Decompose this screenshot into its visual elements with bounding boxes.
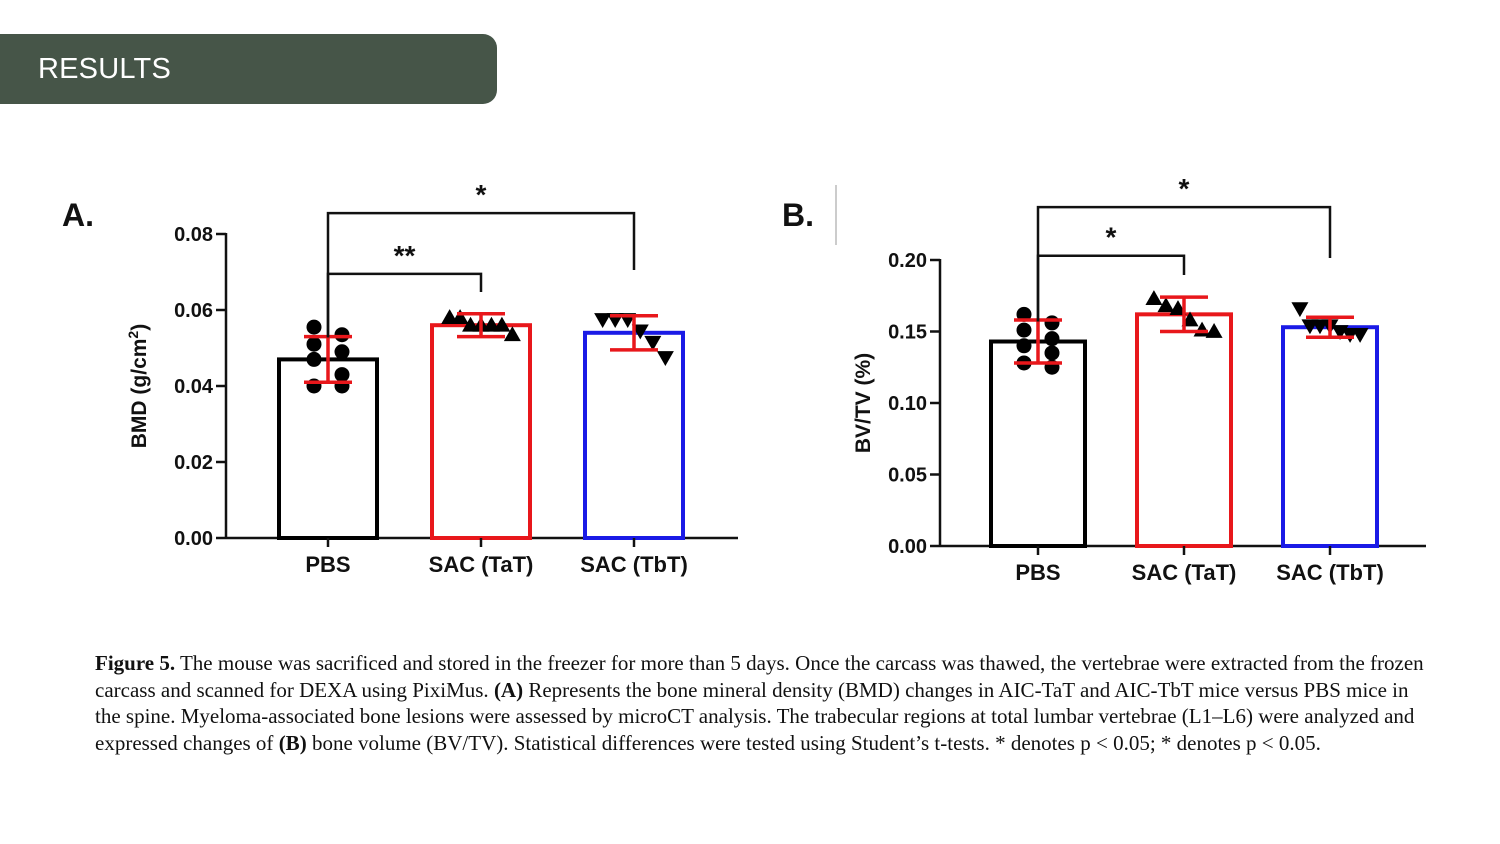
- results-header: RESULTS: [0, 34, 497, 104]
- chart-b-y-tick-label: 0.20: [888, 250, 927, 272]
- chart-b-data-point: [1169, 300, 1187, 315]
- chart-b-y-axis-label: BV/TV (%): [852, 353, 875, 453]
- chart-b-data-point: [1291, 302, 1309, 318]
- chart-b-data-point: [1157, 297, 1175, 313]
- chart-a-significance-label: *: [476, 179, 487, 210]
- chart-b-y-tick-label: 0.15: [888, 322, 927, 344]
- chart-a-data-point: [594, 313, 612, 328]
- chart-a-data-point: [644, 335, 662, 351]
- chart-a-data-point: [451, 309, 469, 324]
- chart-b-data-point: [1016, 338, 1032, 354]
- caption-text-3: bone volume (BV/TV). Statistical differe…: [306, 730, 1321, 755]
- chart-b-data-point: [1205, 323, 1223, 338]
- chart-b-category-label-1: SAC (TaT): [1132, 560, 1237, 585]
- chart-b-data-point: [1044, 331, 1060, 347]
- chart-a-y-tick-label: 0.00: [174, 528, 213, 550]
- chart-b-data-point: [1016, 322, 1032, 338]
- chart-b-bar-1: [1135, 312, 1233, 548]
- chart-a-significance-bracket: [326, 211, 636, 338]
- chart-a-significance-label: **: [394, 240, 416, 271]
- chart-a-data-point: [493, 316, 511, 332]
- caption-lead: Figure 5.: [95, 651, 176, 675]
- caption-tag-b: (B): [278, 730, 307, 755]
- chart-b-y-tick-label: 0.00: [888, 536, 927, 558]
- bvtv-chart: B. BV/TV (%) 0.00 0.05 0.10 0.15 0.20 PBS SAC (T…: [782, 173, 1426, 585]
- chart-a-significance-bracket: [326, 272, 483, 338]
- chart-a-y-tick-label: 0.08: [174, 224, 213, 246]
- bmd-chart: A. BMD (g/cm2) 0.00 0.02 0.04 0.06 0.08 PBS SAC …: [62, 179, 738, 577]
- chart-a-data-point: [656, 351, 674, 366]
- chart-b-data-point: [1016, 306, 1032, 322]
- chart-b-category-label-0: PBS: [1015, 560, 1060, 585]
- chart-b-significance-label: *: [1106, 222, 1117, 253]
- results-header-title: RESULTS: [38, 52, 172, 85]
- chart-a-data-point: [306, 336, 322, 352]
- chart-a-y-tick-label: 0.04: [174, 376, 214, 398]
- chart-b-data-point: [1351, 327, 1369, 343]
- chart-a-y-axis-label: BMD (g/cm2): [125, 324, 151, 448]
- chart-a-y-tick-label: 0.02: [174, 452, 213, 474]
- chart-b-significance-bracket: [1036, 205, 1332, 322]
- chart-b-bar-2: [1281, 325, 1379, 548]
- chart-a-data-point: [503, 326, 521, 342]
- chart-a-data-point: [334, 367, 350, 383]
- chart-a-bar-0: [277, 357, 379, 540]
- chart-a-data-point: [334, 344, 350, 360]
- figure-caption: Figure 5. The mouse was sacrificed and s…: [95, 650, 1435, 756]
- chart-b-significance-label: *: [1179, 173, 1190, 204]
- chart-b-y-tick-label: 0.05: [888, 465, 927, 487]
- caption-text-2: Represents the bone mineral density (BMD…: [95, 677, 1415, 755]
- caption-text-1: The mouse was sacrificed and stored in t…: [95, 651, 1424, 702]
- chart-a-category-label-1: SAC (TaT): [429, 552, 534, 577]
- chart-b-y-tick-label: 0.10: [888, 393, 927, 415]
- chart-a-data-point: [631, 324, 649, 340]
- chart-b-data-point: [1145, 290, 1163, 305]
- chart-b-data-point: [1044, 345, 1060, 361]
- chart-b-category-label-2: SAC (TbT): [1276, 560, 1384, 585]
- chart-b-data-point: [1181, 311, 1199, 327]
- chart-a-y-tick-label: 0.06: [174, 300, 213, 322]
- chart-a-bar-1: [430, 323, 532, 541]
- chart-a-panel-label: A.: [62, 197, 94, 233]
- chart-a-data-point: [334, 327, 350, 343]
- chart-b-bar-0: [989, 339, 1087, 549]
- chart-a-category-label-0: PBS: [305, 552, 350, 577]
- chart-a-bar-2: [583, 330, 685, 540]
- caption-tag-a: (A): [493, 677, 524, 702]
- chart-a-category-label-2: SAC (TbT): [580, 552, 688, 577]
- chart-a-data-point: [306, 351, 322, 367]
- chart-b-panel-label: B.: [782, 197, 814, 233]
- chart-a-data-point: [306, 319, 322, 335]
- chart-b-data-point: [1044, 315, 1060, 331]
